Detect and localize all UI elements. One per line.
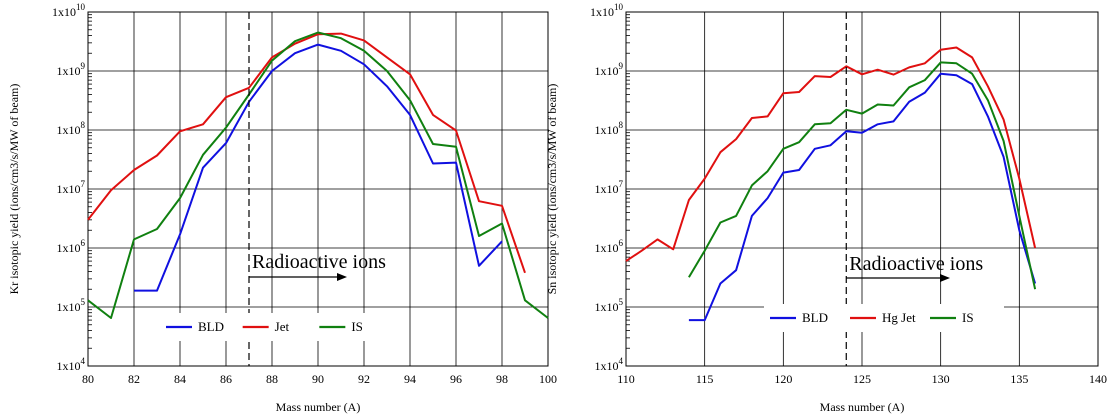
- legend: BLD Jet IS: [160, 313, 390, 341]
- x-tick-label: 100: [539, 372, 557, 386]
- legend-label: BLD: [802, 310, 828, 325]
- y-tick-label: 1x107: [595, 179, 624, 196]
- y-axis-label: Kr isotopic yield (ions/cm3/s/MW of beam…: [7, 84, 21, 295]
- plot-frame: [87, 11, 549, 367]
- plot-frame: [625, 11, 1099, 367]
- x-tick-label: 90: [312, 372, 324, 386]
- y-tick-label: 1x1010: [52, 2, 86, 19]
- series-line-jet: [87, 32, 526, 274]
- series-line-is: [688, 61, 1037, 290]
- x-tick-label: 98: [496, 372, 508, 386]
- series-line-bld: [688, 72, 1037, 322]
- legend-box: [764, 304, 1004, 332]
- y-tick-label: 1x1010: [590, 2, 624, 19]
- series-line-is: [87, 31, 549, 319]
- chart-1: 80 82 84 86 88 90 92 94 96 98 100 1x104 1x105 1x106 1x…: [7, 2, 557, 414]
- legend: BLD Hg Jet IS: [764, 304, 1004, 332]
- chart-2: 110 115 120 125 130 135 140 1x104 1x105 1x106 1x10…: [545, 2, 1107, 414]
- legend-label: Jet: [275, 319, 290, 334]
- x-tick-label: 115: [696, 372, 714, 386]
- x-tick-label: 96: [450, 372, 462, 386]
- y-tick-label: 1x107: [57, 179, 86, 196]
- x-tick-label: 86: [220, 372, 232, 386]
- x-tick-label: 82: [128, 372, 140, 386]
- annotation-radioactive-ions: Radioactive ions: [252, 251, 386, 273]
- arrow-head-icon: [940, 274, 950, 282]
- x-tick-label: 92: [358, 372, 370, 386]
- legend-label: IS: [351, 319, 363, 334]
- x-axis-label: Mass number (A): [820, 400, 905, 414]
- x-tick-label: 84: [174, 372, 186, 386]
- y-tick-label: 1x105: [595, 297, 624, 314]
- series-line-bld: [134, 43, 503, 292]
- y-tick-label: 1x104: [57, 356, 86, 373]
- x-axis-label: Mass number (A): [276, 400, 361, 414]
- x-tick-label: 110: [617, 372, 635, 386]
- series-line-hg-jet: [625, 46, 1037, 262]
- y-tick-label: 1x106: [595, 238, 624, 255]
- x-tick-label: 94: [404, 372, 416, 386]
- y-tick-label: 1x108: [595, 120, 624, 137]
- x-tick-label: 130: [932, 372, 950, 386]
- x-tick-label: 88: [266, 372, 278, 386]
- y-tick-label: 1x104: [595, 356, 624, 373]
- y-tick-label: 1x108: [57, 120, 86, 137]
- y-tick-label: 1x105: [57, 297, 86, 314]
- y-tick-label: 1x109: [595, 61, 624, 78]
- arrow-head-icon: [337, 273, 347, 281]
- x-tick-label: 120: [774, 372, 792, 386]
- y-tick-label: 1x106: [57, 238, 86, 255]
- y-tick-label: 1x109: [57, 61, 86, 78]
- legend-label: BLD: [198, 319, 224, 334]
- y-axis-label: Sn isotopic yield (ions/cm3/s/MW of beam…: [545, 84, 559, 295]
- x-tick-label: 140: [1089, 372, 1107, 386]
- annotation-radioactive-ions: Radioactive ions: [849, 253, 983, 275]
- legend-box: [160, 313, 390, 341]
- x-tick-label: 80: [82, 372, 94, 386]
- legend-label: Hg Jet: [882, 310, 916, 325]
- x-tick-label: 125: [853, 372, 871, 386]
- legend-label: IS: [962, 310, 974, 325]
- x-tick-label: 135: [1010, 372, 1028, 386]
